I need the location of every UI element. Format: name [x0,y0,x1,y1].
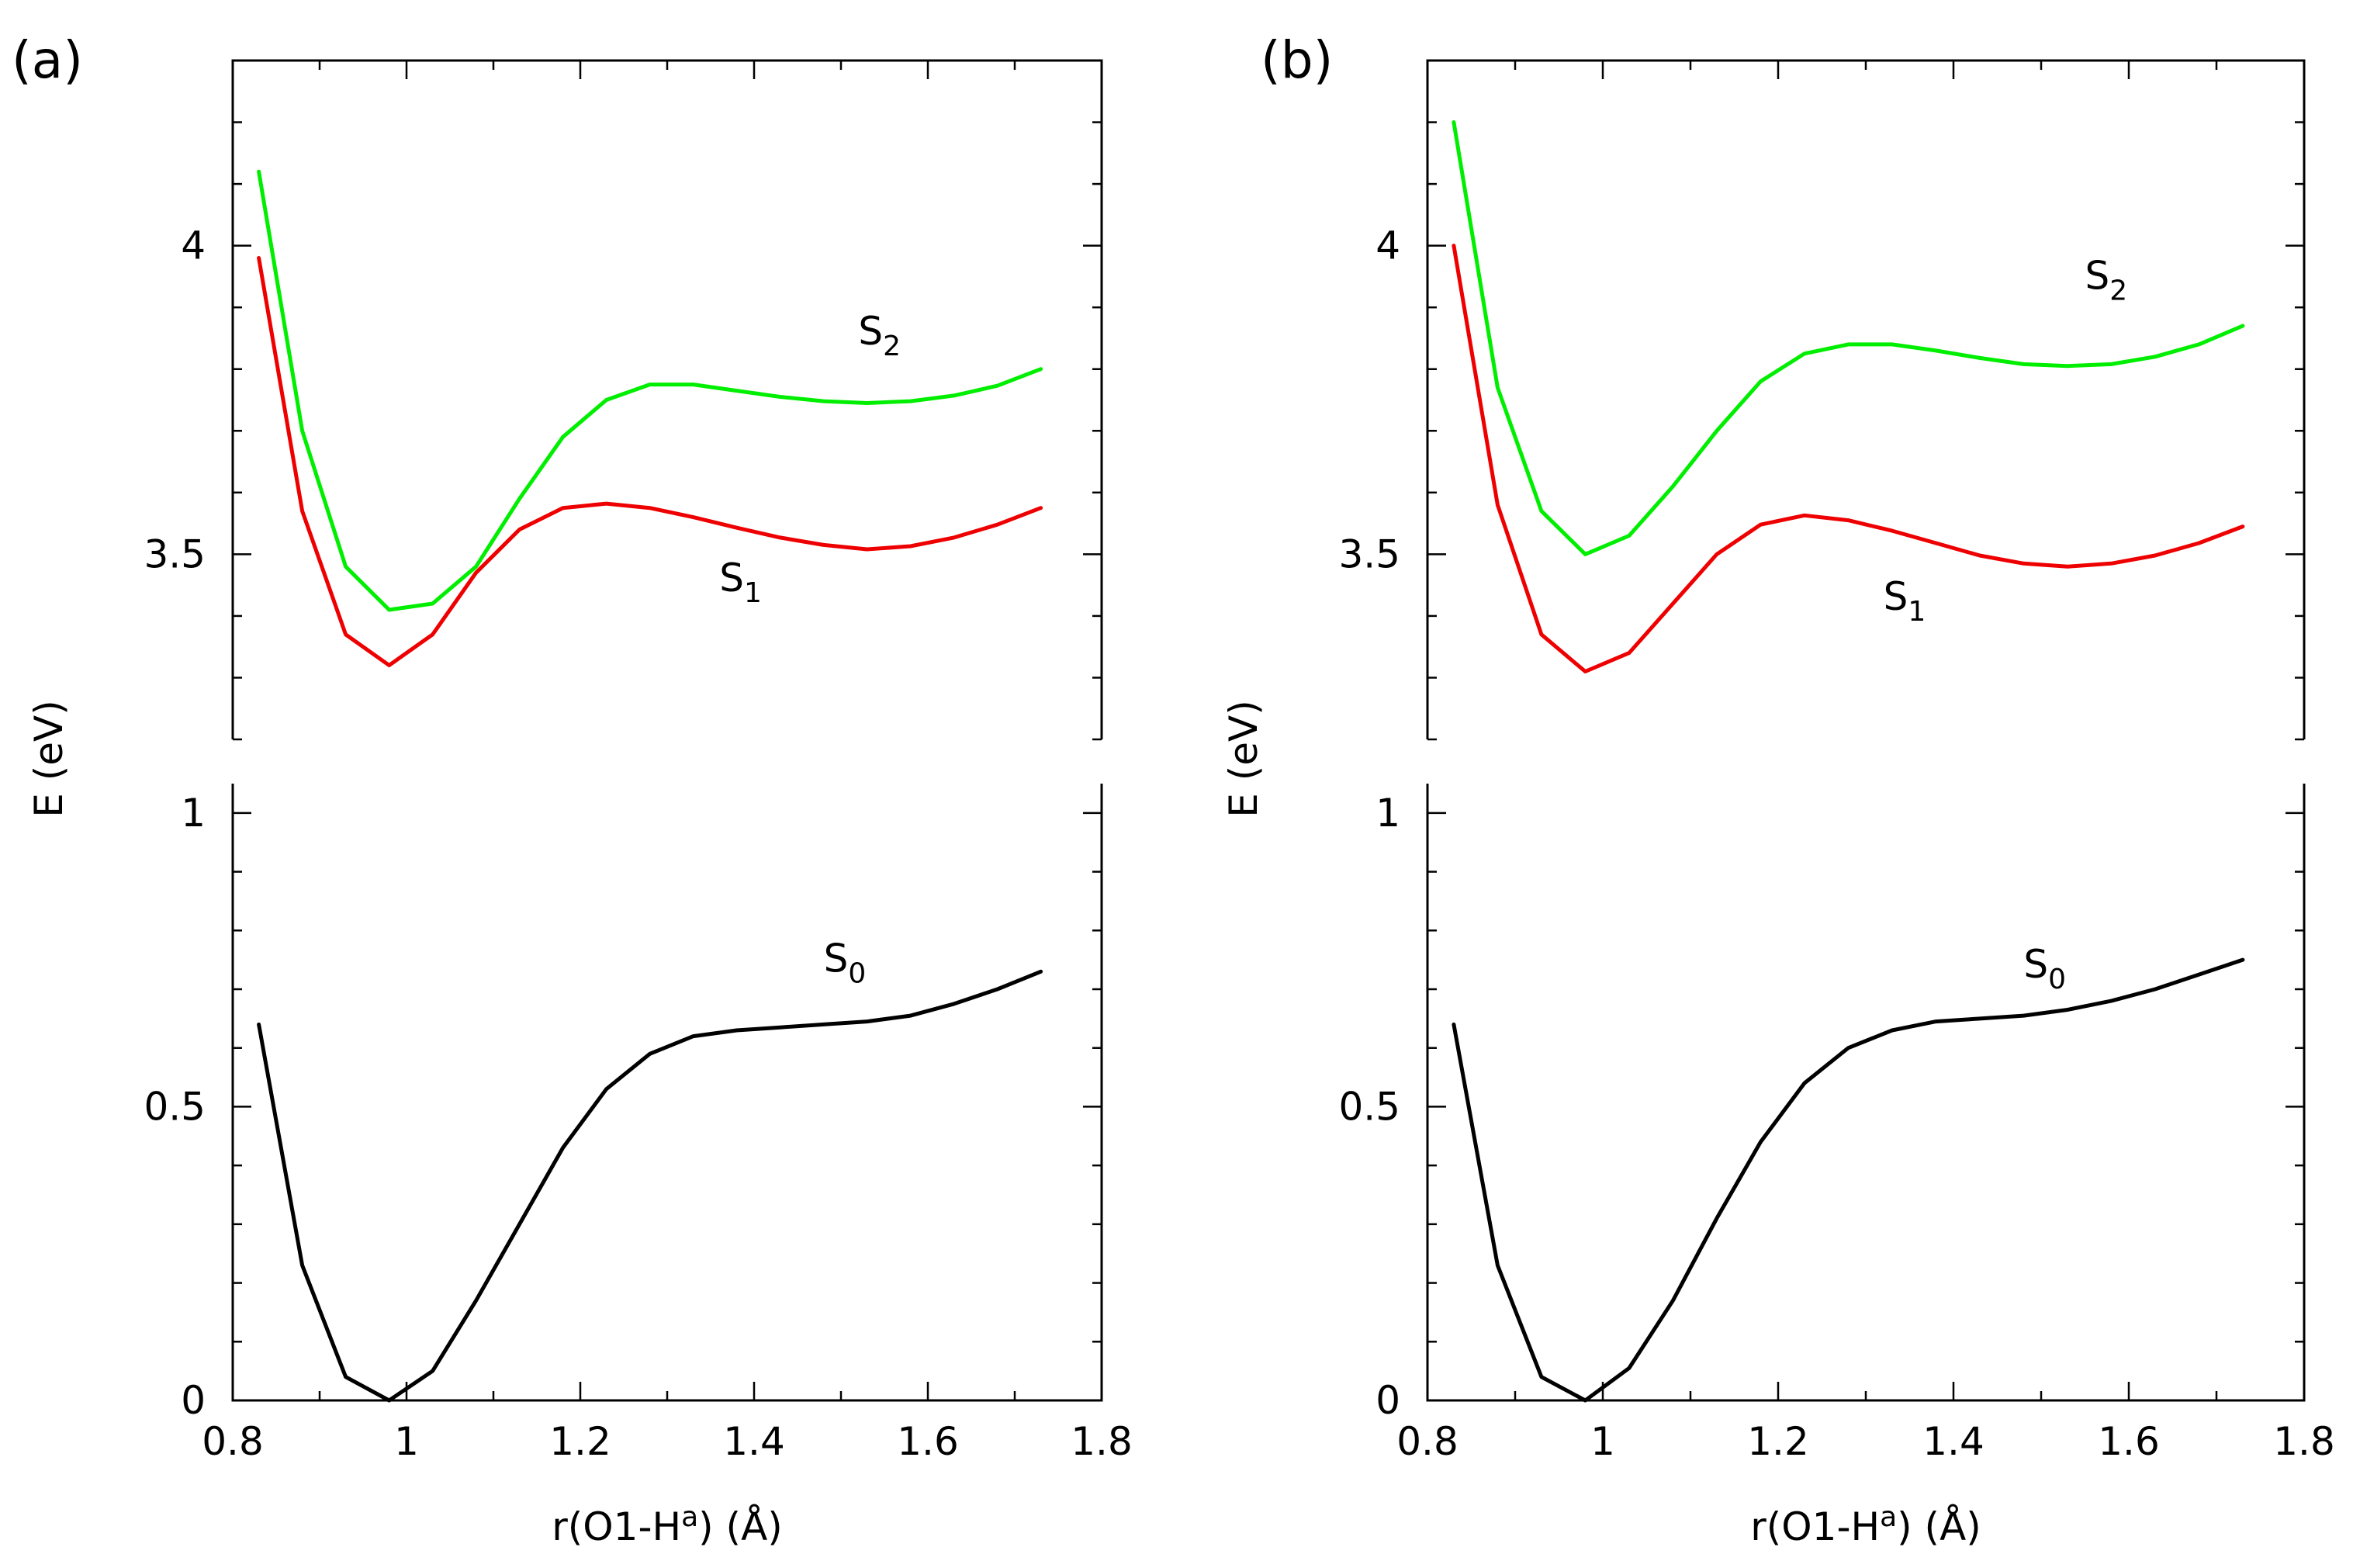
x-tick-label: 1 [394,1419,419,1464]
x-tick-label: 0.8 [202,1419,264,1464]
x-tick-label: 1.8 [1071,1419,1133,1464]
x-tick-label: 1.4 [723,1419,785,1464]
state-label-S0: S0 [824,936,867,989]
x-tick-label: 1 [1590,1419,1615,1464]
upper-axes-frame [231,59,1103,739]
x-tick-label: 1.2 [1747,1419,1809,1464]
panel-b: (b) 0.8 1 1.2 1.4 1.6 1.8 3.5 4 0 0.5 1 E (eV) r(O1-H… [1221,30,2335,1549]
x-tick-label: 0.8 [1396,1419,1459,1464]
state-label-S2: S2 [858,309,901,362]
panel-label: (a) [12,30,83,90]
series-line-S0 [1452,957,2245,1403]
panel-label: (b) [1261,30,1333,90]
lower-axes-frame [231,784,1103,1402]
upper-axes-frame [1426,59,2306,739]
x-tick-label: 1.2 [549,1419,611,1464]
state-label-S2: S2 [2085,253,2128,306]
series-line-S1 [1452,244,2245,673]
x-tick-label: 1.8 [2273,1419,2335,1464]
series-line-S0 [257,969,1043,1403]
x-axis-label: r(O1-Ha) (Å) [552,1501,783,1549]
y-tick-label: 0 [181,1378,206,1423]
series-line-S2 [1452,120,2245,556]
y-axis-label: E (eV) [1221,700,1266,817]
y-tick-label: 4 [1375,223,1400,268]
lower-axes-frame [1426,784,2306,1402]
y-tick-label: 3.5 [144,531,206,576]
y-axis-label: E (eV) [26,700,71,817]
y-tick-label: 0.5 [1338,1084,1400,1129]
state-label-S1: S1 [719,556,762,609]
x-axis-label: r(O1-Ha) (Å) [1750,1501,1981,1549]
y-tick-label: 1 [181,791,206,836]
y-tick-label: 4 [181,223,206,268]
y-tick-label: 3.5 [1338,531,1400,576]
y-tick-label: 0 [1375,1378,1400,1423]
state-label-S0: S0 [2023,942,2066,995]
x-tick-label: 1.6 [897,1419,959,1464]
x-tick-label: 1.4 [1922,1419,1984,1464]
series-line-S1 [257,256,1043,667]
y-tick-label: 0.5 [144,1084,206,1129]
x-tick-label: 1.6 [2098,1419,2160,1464]
panel-a: (a) 0.8 1 1.2 1.4 1.6 1.8 3.5 4 0 0.5 1 E (eV) r(O1-H… [12,30,1133,1549]
series-line-S2 [257,169,1043,612]
state-label-S1: S1 [1884,574,1926,628]
y-tick-label: 1 [1375,791,1400,836]
